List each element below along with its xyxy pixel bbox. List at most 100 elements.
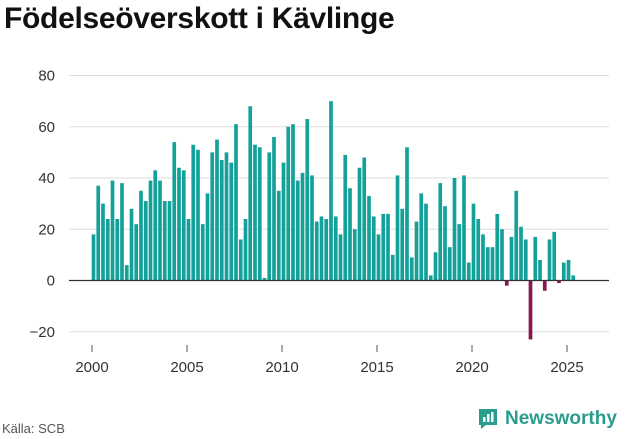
bar (134, 224, 139, 281)
bar (481, 234, 485, 281)
bar (571, 275, 576, 281)
bar (310, 175, 314, 281)
bar (547, 239, 552, 281)
bar (205, 193, 210, 281)
x-tick-label: 2010 (265, 359, 298, 376)
y-tick-label: 0 (47, 273, 55, 290)
bar (405, 147, 409, 281)
bar (295, 180, 300, 281)
bar (91, 234, 96, 281)
bar (272, 137, 276, 281)
bar (504, 280, 509, 286)
bar (177, 167, 181, 281)
y-tick-label: 60 (38, 119, 55, 136)
x-tick-label: 2000 (75, 359, 108, 376)
bar (509, 236, 514, 281)
bar (248, 106, 253, 281)
y-tick-label: 20 (38, 221, 55, 238)
bar (523, 239, 528, 281)
bar (386, 213, 390, 281)
bar (262, 277, 267, 281)
bar (557, 280, 561, 284)
bar (533, 236, 538, 281)
bar (219, 160, 224, 281)
x-axis-ticks: 2000 2005 2010 2015 2020 2025 (75, 345, 584, 376)
bar (438, 183, 443, 281)
bar (101, 203, 105, 281)
bar (348, 188, 352, 281)
bar (120, 183, 124, 281)
source-note: Källa: SCB (2, 421, 65, 436)
y-axis-ticks: −20 0 20 40 60 80 (30, 68, 55, 341)
bar (362, 157, 367, 281)
bar (129, 208, 134, 281)
y-tick-label: −20 (30, 324, 55, 341)
bar (476, 219, 481, 281)
bar (257, 147, 262, 281)
x-tick-label: 2025 (550, 359, 583, 376)
bar (414, 221, 419, 281)
bar (162, 201, 167, 281)
bar (367, 195, 371, 281)
bar (381, 213, 386, 281)
bar (286, 126, 291, 281)
bar (519, 226, 523, 281)
bar (229, 162, 234, 281)
bar (158, 180, 162, 281)
bar (181, 170, 186, 281)
bar (490, 247, 495, 281)
bar (148, 180, 153, 281)
bar (210, 152, 215, 281)
newsworthy-chart-icon (479, 409, 497, 429)
bar (485, 247, 490, 281)
bar (447, 247, 452, 281)
bar (352, 229, 357, 281)
bar (343, 154, 348, 281)
bar (172, 142, 177, 281)
y-tick-label: 80 (38, 68, 55, 85)
brand: Newsworthy (477, 407, 617, 431)
x-tick-label: 2005 (170, 359, 203, 376)
bar (333, 216, 338, 281)
bar (500, 229, 504, 281)
bar (186, 219, 191, 281)
bar (452, 178, 457, 281)
bar (419, 193, 424, 281)
bar (115, 219, 120, 281)
bar (167, 201, 172, 281)
bar (224, 152, 229, 281)
bar (514, 190, 519, 281)
bar (324, 219, 329, 281)
bar (276, 190, 281, 281)
bar (457, 224, 462, 281)
bar (424, 203, 428, 281)
chart-title: Födelseöverskott i Kävlinge (4, 2, 395, 35)
bar (281, 162, 286, 281)
bar (471, 203, 476, 281)
bar (243, 219, 248, 281)
bar (542, 280, 547, 291)
bar (538, 260, 542, 281)
bar (191, 144, 196, 281)
bar (462, 175, 466, 281)
bar (200, 224, 205, 281)
bar (338, 234, 343, 281)
x-tick-label: 2015 (360, 359, 393, 376)
bar (215, 139, 219, 281)
bar (443, 206, 447, 281)
bar (305, 119, 310, 281)
bar (96, 185, 101, 281)
bar (390, 254, 395, 281)
bar (466, 262, 471, 281)
bar (291, 124, 295, 281)
y-tick-label: 40 (38, 170, 55, 187)
bars (69, 101, 609, 340)
bar (329, 101, 333, 281)
bar (139, 190, 143, 281)
bar (314, 221, 319, 281)
bar (561, 262, 566, 281)
bar (552, 231, 557, 281)
bar (528, 280, 533, 340)
bar (495, 213, 500, 281)
brand-name: Newsworthy (505, 408, 617, 429)
